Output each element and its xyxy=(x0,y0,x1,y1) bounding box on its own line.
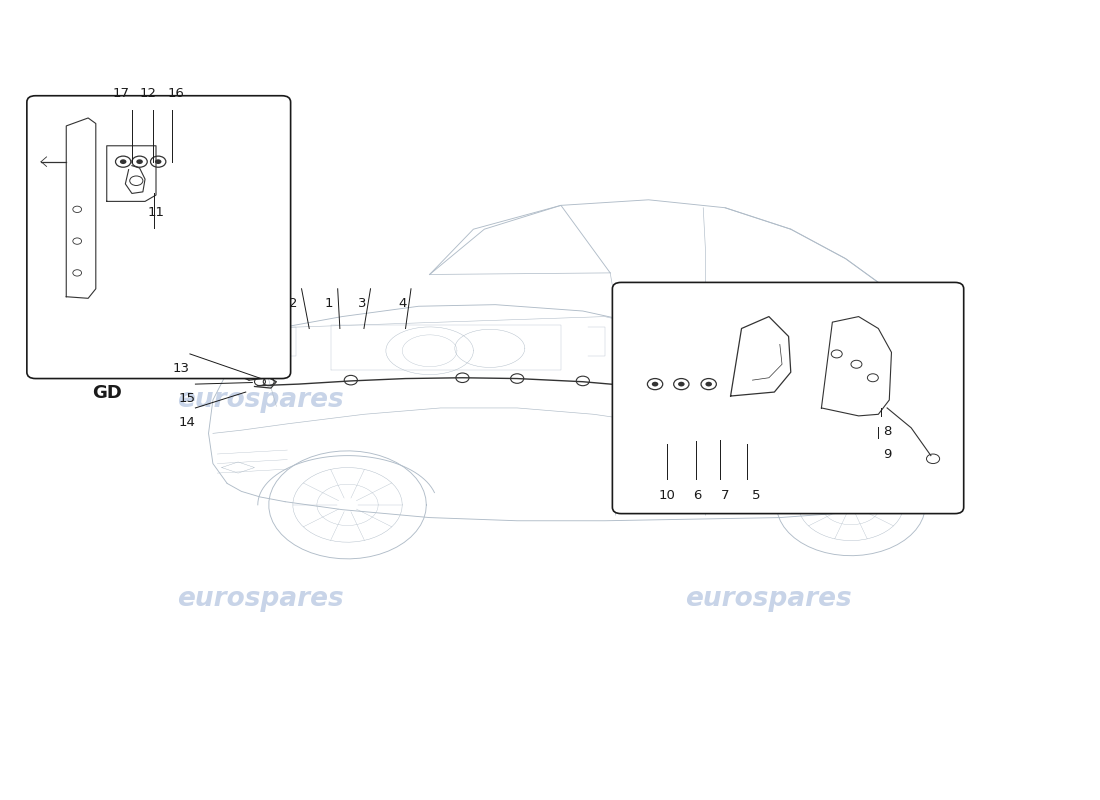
Text: 12: 12 xyxy=(140,87,157,101)
Text: 3: 3 xyxy=(358,297,366,310)
Text: 16: 16 xyxy=(167,87,184,101)
Text: 15: 15 xyxy=(178,392,195,405)
Text: 14: 14 xyxy=(178,416,195,429)
Circle shape xyxy=(120,159,127,164)
FancyBboxPatch shape xyxy=(613,282,964,514)
Text: 1: 1 xyxy=(324,297,333,310)
Text: 17: 17 xyxy=(112,87,130,101)
Text: eurospares: eurospares xyxy=(685,387,852,413)
Circle shape xyxy=(136,159,143,164)
Text: 8: 8 xyxy=(883,426,891,438)
Text: 10: 10 xyxy=(659,489,675,502)
Circle shape xyxy=(705,382,712,386)
Text: 9: 9 xyxy=(883,448,891,461)
Text: eurospares: eurospares xyxy=(177,586,343,612)
Text: 7: 7 xyxy=(720,489,729,502)
Text: 5: 5 xyxy=(751,489,760,502)
Text: eurospares: eurospares xyxy=(177,387,343,413)
Circle shape xyxy=(678,382,684,386)
Text: GD: GD xyxy=(91,384,122,402)
Text: 11: 11 xyxy=(147,206,165,219)
Text: 6: 6 xyxy=(694,489,702,502)
Text: 13: 13 xyxy=(173,362,189,375)
Text: 2: 2 xyxy=(288,297,297,310)
Circle shape xyxy=(155,159,162,164)
Text: 4: 4 xyxy=(398,297,406,310)
Text: eurospares: eurospares xyxy=(685,586,852,612)
Circle shape xyxy=(652,382,658,386)
FancyBboxPatch shape xyxy=(26,96,290,378)
